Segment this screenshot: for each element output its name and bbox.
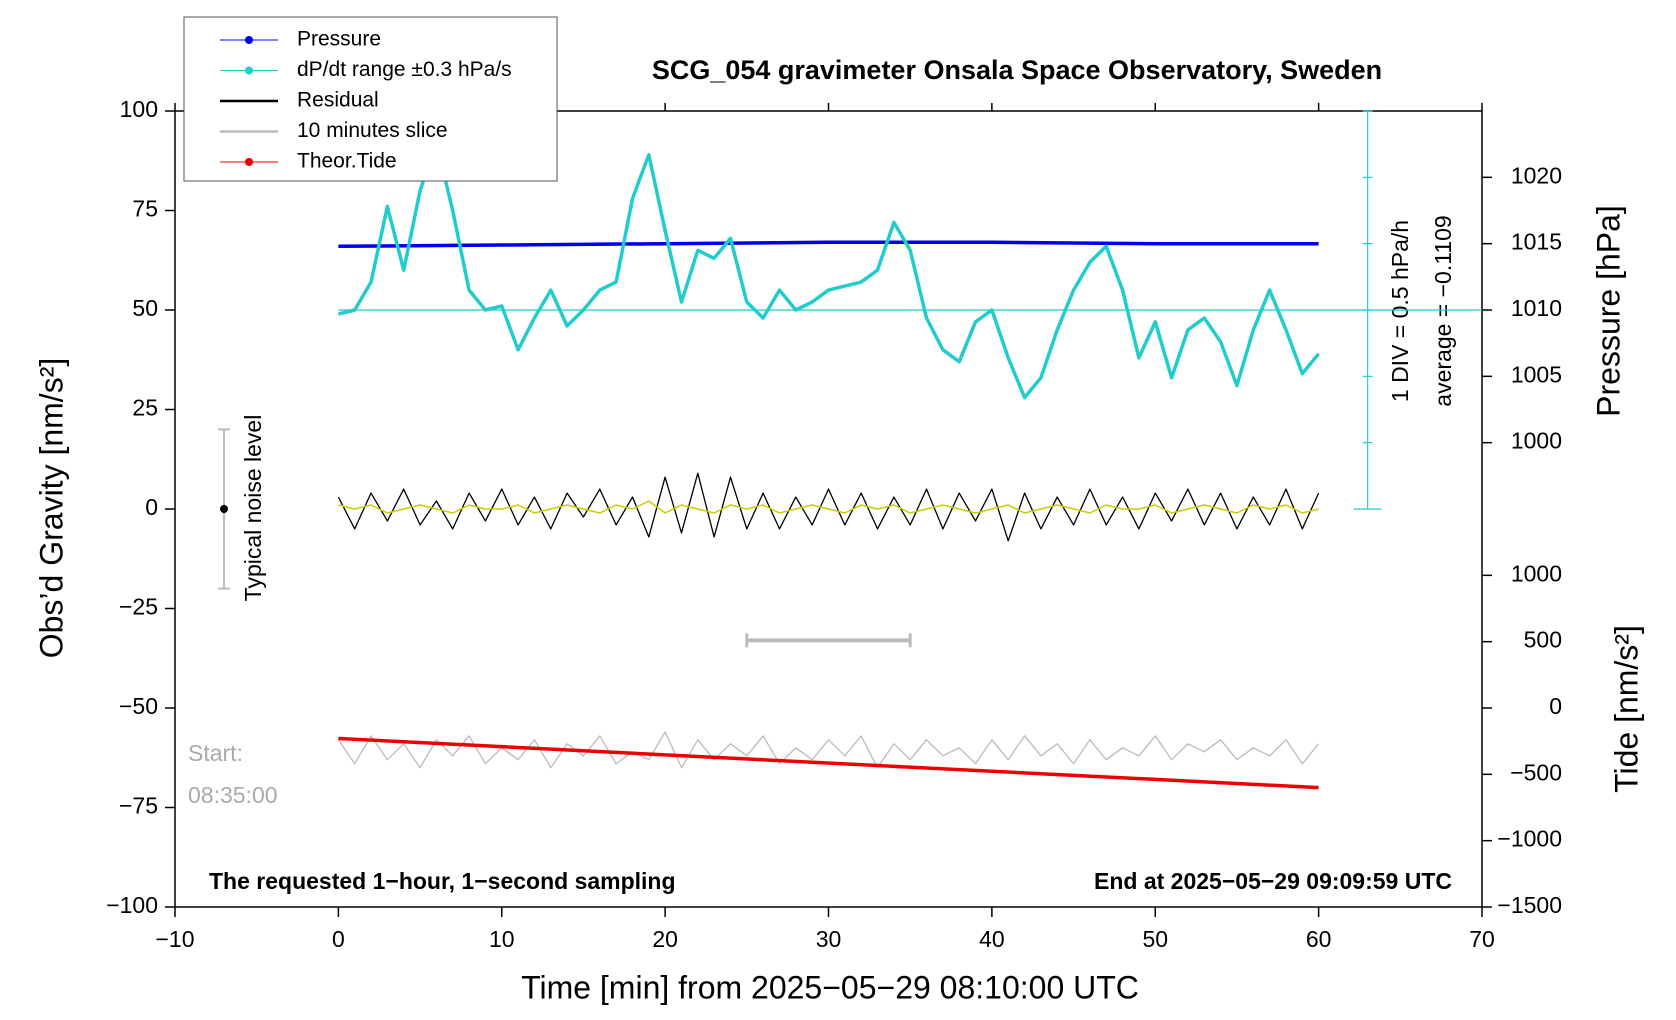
y2-tick-label: 1020 bbox=[1511, 162, 1562, 188]
noise-point bbox=[220, 505, 229, 513]
y3-axis-label: Tide [nm/s²] bbox=[1608, 625, 1644, 793]
y3-tick-label: −1000 bbox=[1497, 826, 1562, 852]
series-line bbox=[338, 240, 1319, 249]
legend: Pressure dP/dt range ±0.3 hPa/s Residual 10… bbox=[183, 16, 558, 182]
x-tick-label: 70 bbox=[1469, 926, 1495, 952]
series-line bbox=[338, 500, 1319, 514]
legend-label: Pressure bbox=[297, 28, 381, 51]
y3-tick-label: 500 bbox=[1524, 627, 1562, 653]
y3-tick-label: −1500 bbox=[1497, 892, 1562, 918]
y-tick-label: −50 bbox=[119, 693, 158, 719]
x-tick-label: 60 bbox=[1306, 926, 1332, 952]
legend-label: dP/dt range ±0.3 hPa/s bbox=[297, 58, 512, 81]
x-tick-label: 50 bbox=[1142, 926, 1168, 952]
y3-tick-label: −500 bbox=[1510, 759, 1562, 785]
y-tick-label: −100 bbox=[106, 892, 158, 918]
y2-tick-label: 1010 bbox=[1511, 295, 1562, 321]
legend-marker bbox=[245, 36, 253, 44]
series-line bbox=[337, 472, 1320, 542]
y2-tick-label: 1005 bbox=[1511, 361, 1562, 387]
legend-box bbox=[183, 16, 558, 182]
x-tick-label: 40 bbox=[979, 926, 1005, 952]
legend-label: Residual bbox=[297, 89, 379, 112]
x-tick-label: 30 bbox=[816, 926, 842, 952]
y-tick-label: 50 bbox=[132, 295, 158, 321]
start-time: 08:35:00 bbox=[188, 782, 278, 808]
y-tick-label: −75 bbox=[119, 793, 158, 819]
y2-tick-label: 1015 bbox=[1511, 229, 1562, 255]
y3-tick-label: 1000 bbox=[1511, 560, 1562, 586]
footer-right: End at 2025−05−29 09:09:59 UTC bbox=[1094, 868, 1452, 894]
y-axis-label: Obs’d Gravity [nm/s²] bbox=[33, 358, 69, 659]
y-tick-label: 75 bbox=[132, 196, 158, 222]
legend-label: 10 minutes slice bbox=[297, 119, 448, 142]
average-note: average = −0.1109 bbox=[1430, 215, 1456, 406]
y-tick-label: 100 bbox=[120, 96, 158, 122]
noise-label: Typical noise level bbox=[240, 415, 266, 602]
chart-title: SCG_054 gravimeter Onsala Space Observat… bbox=[652, 55, 1382, 85]
start-label: Start: bbox=[188, 740, 243, 766]
y-tick-label: −25 bbox=[119, 594, 158, 620]
legend-marker bbox=[245, 158, 253, 166]
footer-left: The requested 1−hour, 1−second sampling bbox=[209, 868, 676, 894]
scale-note: 1 DIV = 0.5 hPa/h bbox=[1387, 220, 1413, 402]
series-line bbox=[338, 736, 1319, 790]
series-line bbox=[337, 141, 1320, 400]
legend-label: Theor.Tide bbox=[297, 150, 397, 173]
x-tick-label: 20 bbox=[652, 926, 678, 952]
y2-tick-label: 1000 bbox=[1511, 428, 1562, 454]
legend-marker bbox=[245, 66, 253, 75]
y2-axis-label: Pressure [hPa] bbox=[1590, 205, 1626, 417]
x-tick-label: −10 bbox=[155, 926, 194, 952]
x-axis-label: Time [min] from 2025−05−29 08:10:00 UTC bbox=[521, 969, 1139, 1005]
y-tick-label: 25 bbox=[132, 395, 158, 421]
y-tick-label: 0 bbox=[145, 494, 158, 520]
y3-tick-label: 0 bbox=[1549, 693, 1562, 719]
x-tick-label: 10 bbox=[489, 926, 515, 952]
x-tick-label: 0 bbox=[332, 926, 345, 952]
